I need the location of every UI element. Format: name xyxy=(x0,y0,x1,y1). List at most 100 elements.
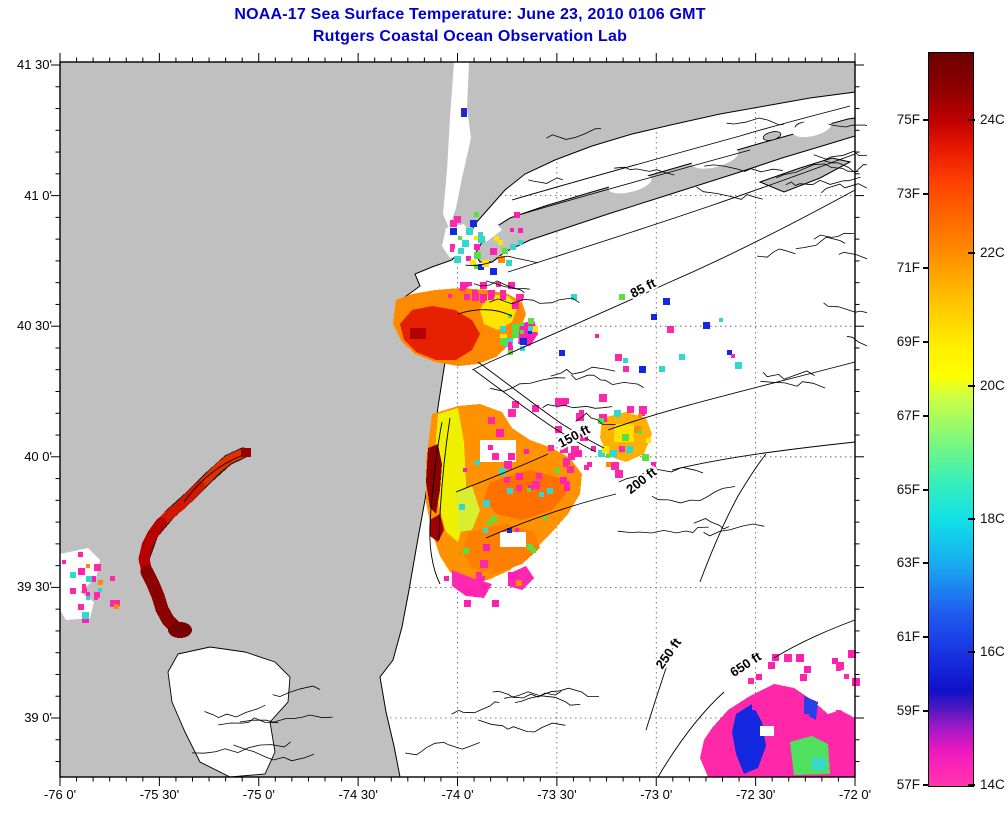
colorbar xyxy=(928,52,974,787)
sst-raritan-darkred xyxy=(410,328,426,339)
sst-se-cyan xyxy=(812,758,826,770)
sst-pixel xyxy=(651,462,656,467)
x-tick-label: -74 30' xyxy=(338,787,378,802)
sst-pixel xyxy=(86,596,90,600)
sst-pixel xyxy=(494,236,499,241)
cloud-upper-bay xyxy=(442,224,472,258)
sst-pixel xyxy=(98,580,103,585)
bathymetry-squiggle xyxy=(528,177,564,184)
sst-pixel xyxy=(483,544,490,551)
sst-pixel xyxy=(478,232,483,237)
sst-pixel xyxy=(475,460,480,465)
colorbar-c-tick xyxy=(968,119,975,121)
sst-pixel xyxy=(518,240,523,245)
sst-pixel xyxy=(82,584,86,588)
sst-se-cloudhole xyxy=(760,726,774,736)
sst-pixel xyxy=(480,576,485,581)
sst-pixel xyxy=(752,702,760,710)
sst-pixel xyxy=(587,462,592,467)
x-tick-label: -72 30' xyxy=(735,787,776,802)
sst-pixel xyxy=(638,430,642,434)
sst-pixel xyxy=(619,294,625,300)
sst-pixel xyxy=(502,248,508,254)
contour-650ft-b xyxy=(773,619,856,659)
sst-pixel xyxy=(584,465,589,470)
sst-pixel xyxy=(466,228,473,235)
sst-pixel xyxy=(559,350,565,356)
sst-pixel xyxy=(478,236,485,243)
sst-pixel xyxy=(796,654,804,662)
colorbar-f-label: 65F xyxy=(896,481,920,497)
sst-pixel xyxy=(659,366,665,372)
sst-pixel xyxy=(727,350,732,355)
land-li-south-fork xyxy=(758,157,852,193)
contour-250ft-a xyxy=(645,637,677,731)
sst-pixel xyxy=(508,342,512,346)
bathymetry-squiggle xyxy=(760,380,826,389)
sst-pixel xyxy=(464,294,470,300)
x-tick-label: -74 0' xyxy=(441,787,474,802)
bathymetry-squiggle xyxy=(272,685,321,698)
sst-pixel xyxy=(667,326,674,333)
sst-pixel xyxy=(70,572,76,578)
sst-pixel xyxy=(804,714,809,719)
sst-pixel xyxy=(516,580,522,586)
bathymetry-squiggle xyxy=(405,741,480,756)
map-frame xyxy=(59,61,856,778)
bathymetry-squiggle xyxy=(233,744,315,762)
sst-pixel xyxy=(62,560,66,564)
bathymetry-squiggle xyxy=(696,186,763,200)
contour-hudson-channel-1 xyxy=(477,361,605,449)
sst-pixel xyxy=(470,220,477,227)
sst-pixel xyxy=(516,294,522,300)
y-tick-label: 39 0' xyxy=(24,710,52,725)
sst-pixel xyxy=(472,290,476,294)
sst-pixel xyxy=(462,240,469,247)
colorbar-f-tick xyxy=(923,710,929,713)
sst-pixel xyxy=(575,450,582,457)
sst-hudson-dot xyxy=(461,108,467,117)
sst-pixel xyxy=(504,477,510,483)
colorbar-f-tick xyxy=(923,192,929,195)
colorbar-c-tick xyxy=(968,385,975,387)
sst-pixel xyxy=(476,572,482,578)
sst-pixel xyxy=(498,240,503,245)
bathymetry-squiggle xyxy=(542,404,613,409)
sst-pixel xyxy=(599,394,607,402)
sst-pixel xyxy=(510,244,516,250)
sst-pixel xyxy=(567,466,574,473)
colorbar-f-tick xyxy=(923,340,929,343)
sst-pixel xyxy=(454,256,461,263)
sst-delaware-river xyxy=(138,447,251,638)
sst-pixel xyxy=(500,290,506,296)
colorbar-c-tick xyxy=(968,252,975,254)
colorbar-f-tick xyxy=(923,119,929,121)
sst-pixel xyxy=(474,244,480,250)
sst-pixel xyxy=(748,678,754,684)
contour-150ft-b xyxy=(607,361,856,431)
sst-pixel xyxy=(679,354,685,360)
sst-pixel xyxy=(470,260,476,266)
sst-raritan-red xyxy=(400,306,480,360)
land-island-1 xyxy=(762,131,782,141)
bathymetry-squiggle xyxy=(204,704,266,719)
bathymetry-squiggle xyxy=(490,377,566,392)
contour-sound-2 xyxy=(521,149,751,215)
sst-pixel xyxy=(622,434,629,441)
contour-200ft-a xyxy=(485,493,617,539)
figure-title: NOAA-17 Sea Surface Temperature: June 23… xyxy=(234,6,706,23)
sst-pixel xyxy=(474,264,479,269)
sst-pixel xyxy=(512,401,519,408)
sst-pixel xyxy=(528,318,534,324)
colorbar-c-label: 24C xyxy=(980,112,1005,127)
sst-pixel xyxy=(844,674,849,679)
sst-pixel xyxy=(500,338,507,345)
bathymetry-squiggle xyxy=(485,280,525,294)
sst-pixel xyxy=(474,252,481,259)
contour-hudson-channel-2 xyxy=(473,369,597,453)
bathymetry-squiggle xyxy=(451,701,500,715)
sst-pixel xyxy=(560,477,567,484)
sst-pixel xyxy=(836,710,841,715)
contour-85ft xyxy=(471,189,856,371)
